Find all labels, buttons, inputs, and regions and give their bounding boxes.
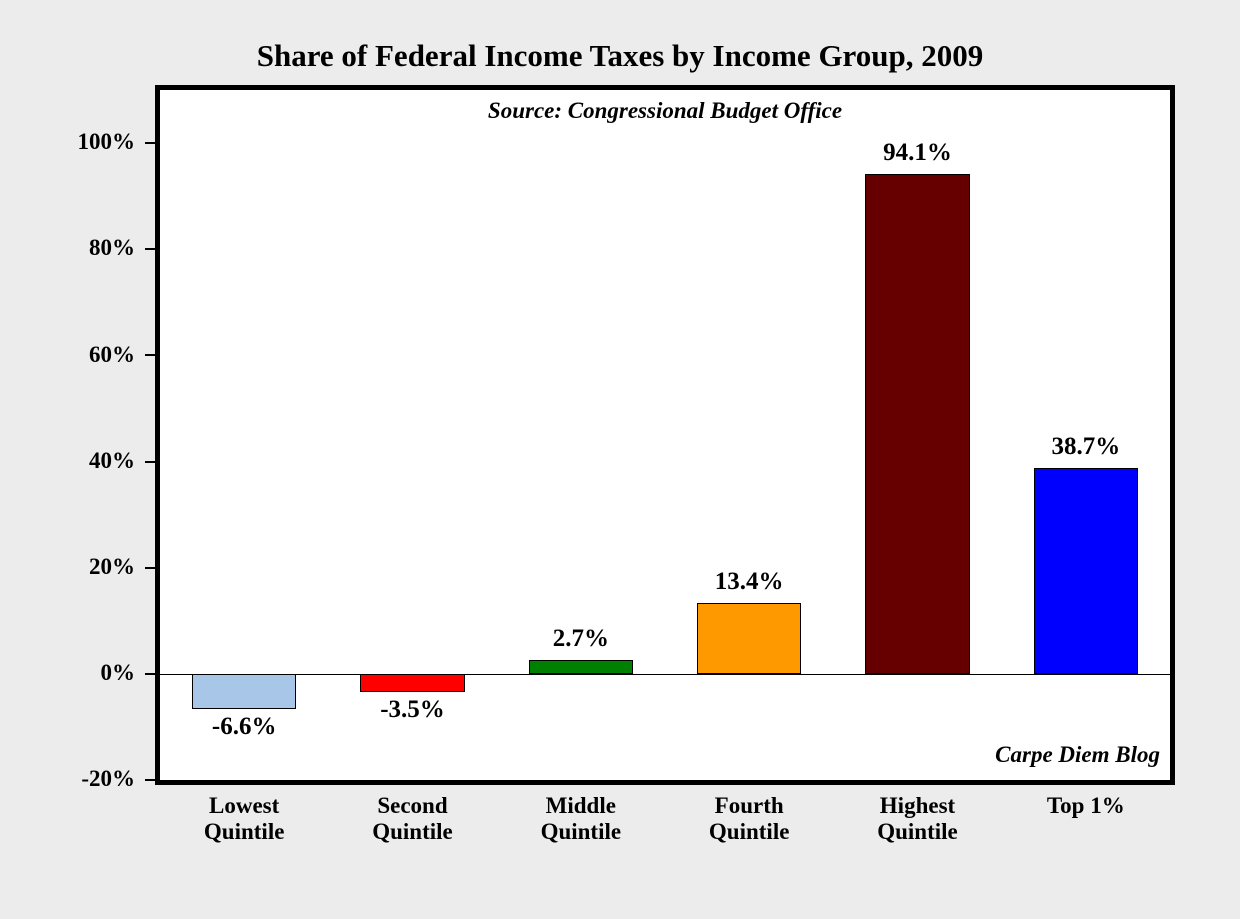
y-tick-label: 40% bbox=[55, 448, 135, 474]
bar bbox=[1034, 468, 1138, 673]
x-category-label: SecondQuintile bbox=[328, 793, 496, 846]
x-category-label: Top 1% bbox=[1002, 793, 1170, 819]
y-tick-mark bbox=[145, 248, 155, 250]
chart-title: Share of Federal Income Taxes by Income … bbox=[60, 38, 1180, 74]
x-category-label: LowestQuintile bbox=[160, 793, 328, 846]
y-tick-label: 80% bbox=[55, 235, 135, 261]
y-tick-mark bbox=[145, 461, 155, 463]
y-tick-mark bbox=[145, 142, 155, 144]
source-text: Source: Congressional Budget Office bbox=[160, 98, 1170, 124]
bar bbox=[865, 174, 969, 673]
y-tick-mark bbox=[145, 673, 155, 675]
attribution-text: Carpe Diem Blog bbox=[995, 742, 1160, 768]
y-tick-label: 100% bbox=[55, 129, 135, 155]
bar-value-label: 38.7% bbox=[1002, 433, 1170, 461]
bar-value-label: -3.5% bbox=[328, 696, 496, 724]
chart-container: Share of Federal Income Taxes by Income … bbox=[60, 30, 1180, 880]
bar-value-label: 94.1% bbox=[833, 139, 1001, 167]
zero-baseline bbox=[160, 674, 1170, 675]
bar-value-label: 2.7% bbox=[497, 625, 665, 653]
y-tick-label: 0% bbox=[55, 660, 135, 686]
bar bbox=[529, 660, 633, 674]
y-tick-label: -20% bbox=[55, 766, 135, 792]
x-category-label: HighestQuintile bbox=[833, 793, 1001, 846]
y-tick-label: 60% bbox=[55, 342, 135, 368]
plot-area: Source: Congressional Budget Office Carp… bbox=[155, 85, 1175, 785]
bar bbox=[697, 603, 801, 674]
x-category-label: MiddleQuintile bbox=[497, 793, 665, 846]
y-tick-label: 20% bbox=[55, 554, 135, 580]
y-tick-mark bbox=[145, 354, 155, 356]
bar bbox=[192, 674, 296, 709]
bar-value-label: 13.4% bbox=[665, 568, 833, 596]
y-tick-mark bbox=[145, 567, 155, 569]
y-tick-mark bbox=[145, 779, 155, 781]
bar bbox=[360, 674, 464, 693]
x-category-label: FourthQuintile bbox=[665, 793, 833, 846]
bar-value-label: -6.6% bbox=[160, 713, 328, 741]
